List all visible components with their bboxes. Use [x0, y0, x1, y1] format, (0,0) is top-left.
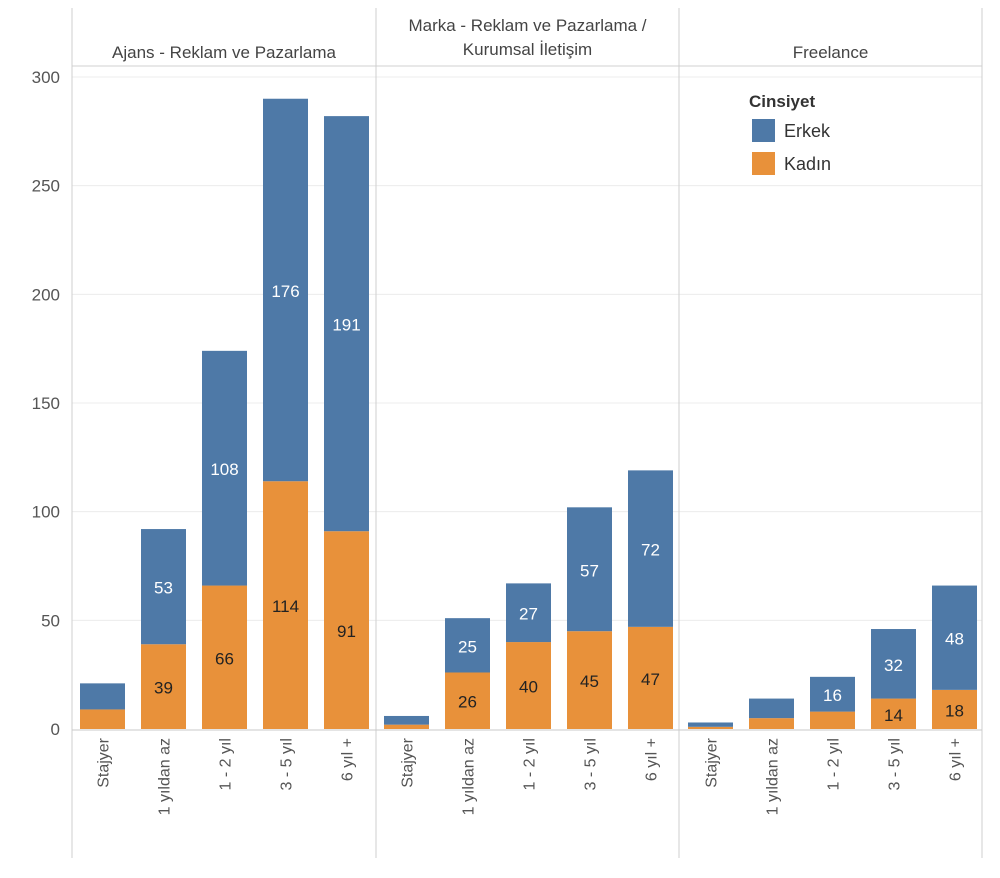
panel-title: Ajans - Reklam ve Pazarlama	[112, 43, 336, 62]
x-tick-label: 3 - 5 yıl	[279, 738, 296, 790]
panel-title: Marka - Reklam ve Pazarlama /	[408, 16, 646, 35]
bar-erkek	[263, 98, 308, 482]
y-tick-label: 300	[32, 68, 60, 87]
data-label-kadin: 66	[215, 649, 234, 668]
y-tick-label: 200	[32, 285, 60, 304]
data-label-erkek: 108	[210, 460, 238, 479]
data-label-erkek: 57	[580, 561, 599, 580]
y-tick-label: 0	[51, 720, 60, 739]
y-tick-label: 250	[32, 177, 60, 196]
x-tick-label: Stajyer	[400, 737, 417, 787]
data-label-kadin: 114	[272, 597, 299, 616]
panel-title: Kurumsal İletişim	[463, 40, 592, 59]
bar-kadin	[871, 698, 916, 729]
data-label-erkek: 191	[332, 316, 360, 335]
legend-title: Cinsiyet	[749, 92, 815, 111]
data-label-erkek: 53	[154, 579, 173, 598]
x-tick-label: 1 yıldan az	[461, 738, 478, 815]
bar-kadin	[932, 689, 977, 729]
bar-erkek	[202, 350, 247, 586]
bar-kadin	[263, 481, 308, 729]
legend-label: Kadın	[784, 154, 831, 174]
bar-erkek	[932, 585, 977, 690]
x-tick-label: 3 - 5 yıl	[887, 738, 904, 790]
bar-erkek	[871, 629, 916, 699]
data-label-kadin: 39	[154, 679, 173, 698]
bar-erkek	[141, 529, 186, 645]
bar-kadin	[141, 644, 186, 729]
data-label-kadin: 45	[580, 672, 599, 691]
bar-kadin	[445, 672, 490, 729]
legend-swatch	[752, 152, 775, 175]
bar-kadin	[324, 531, 369, 729]
legend-swatch	[752, 119, 775, 142]
data-label-kadin: 18	[945, 701, 964, 720]
x-tick-label: Stajyer	[704, 737, 721, 787]
bar-kadin	[688, 726, 733, 729]
x-tick-label: 1 yıldan az	[765, 738, 782, 815]
legend-label: Erkek	[784, 121, 831, 141]
bar-kadin	[749, 718, 794, 729]
bar-erkek	[810, 676, 855, 712]
bar-kadin	[384, 724, 429, 729]
y-tick-label: 100	[32, 503, 60, 522]
data-label-erkek: 25	[458, 637, 477, 656]
bar-erkek	[80, 683, 125, 710]
x-tick-label: 1 - 2 yıl	[522, 738, 539, 790]
panel-title: Freelance	[793, 43, 869, 62]
bar-erkek	[384, 715, 429, 725]
data-label-erkek: 48	[945, 630, 964, 649]
data-label-kadin: 47	[641, 670, 660, 689]
x-tick-label: 6 yıl +	[340, 738, 357, 781]
x-tick-label: 1 - 2 yıl	[218, 738, 235, 790]
data-label-kadin: 91	[337, 622, 356, 641]
bar-kadin	[202, 585, 247, 729]
x-tick-label: 6 yıl +	[948, 738, 965, 781]
bar-erkek	[567, 507, 612, 632]
bar-erkek	[506, 583, 551, 643]
bar-kadin	[567, 631, 612, 729]
bar-erkek	[688, 722, 733, 727]
data-label-erkek: 16	[823, 686, 842, 705]
y-tick-label: 150	[32, 394, 60, 413]
x-tick-label: 1 - 2 yıl	[826, 738, 843, 790]
bar-erkek	[445, 618, 490, 673]
x-tick-label: 6 yıl +	[644, 738, 661, 781]
data-label-erkek: 176	[271, 282, 299, 301]
data-label-erkek: 27	[519, 605, 538, 624]
data-label-kadin: 26	[458, 693, 477, 712]
bar-kadin	[628, 626, 673, 729]
x-tick-label: 3 - 5 yıl	[583, 738, 600, 790]
data-label-erkek: 72	[641, 541, 660, 560]
y-tick-label: 50	[41, 611, 60, 630]
x-tick-label: 1 yıldan az	[157, 738, 174, 815]
bar-kadin	[506, 642, 551, 729]
x-tick-label: Stajyer	[96, 737, 113, 787]
bar-kadin	[80, 709, 125, 729]
bar-erkek	[628, 470, 673, 627]
data-label-erkek: 32	[884, 656, 903, 675]
data-label-kadin: 40	[519, 678, 538, 697]
bar-erkek	[749, 698, 794, 719]
data-label-kadin: 14	[884, 706, 903, 725]
bar-kadin	[810, 711, 855, 729]
bar-erkek	[324, 116, 369, 532]
